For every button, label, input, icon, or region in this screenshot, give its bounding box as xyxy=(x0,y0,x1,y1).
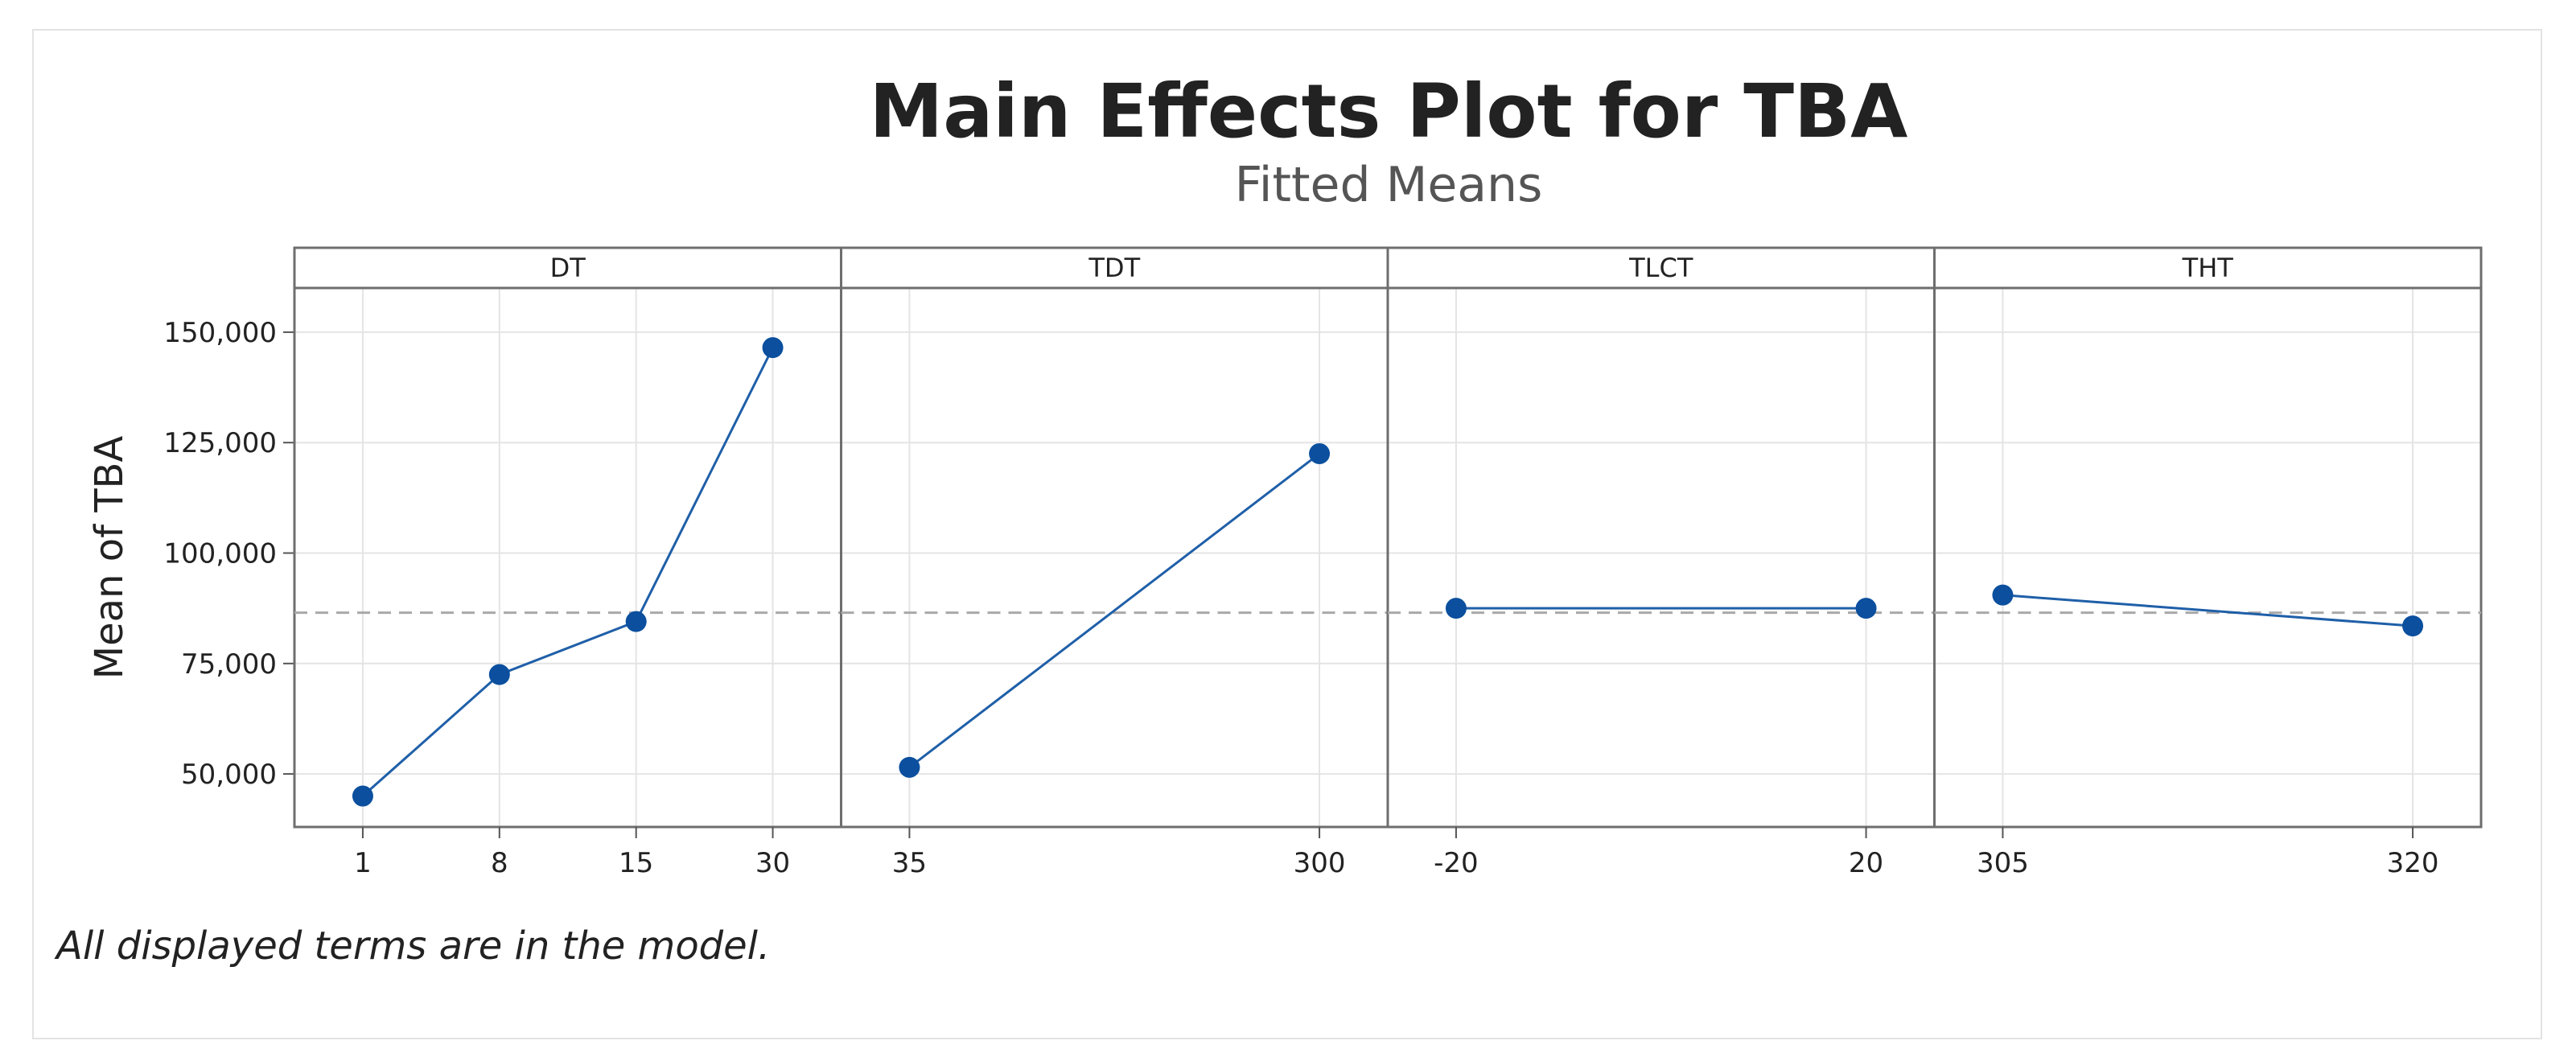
series-line-dt xyxy=(361,347,774,797)
panel-label-dt: DT xyxy=(550,253,586,283)
chart-frame xyxy=(32,29,2542,1039)
series-line-tdt xyxy=(908,452,1320,769)
data-point xyxy=(1992,584,2014,606)
panel-border xyxy=(840,286,1389,829)
chart-subtitle: Fitted Means xyxy=(1235,157,1543,213)
x-tick-label: 8 xyxy=(491,847,508,879)
panel-border xyxy=(1933,286,2483,829)
x-tick-label: 15 xyxy=(619,847,653,879)
x-tick-label: 320 xyxy=(2387,847,2439,879)
data-point xyxy=(2402,615,2424,637)
data-point xyxy=(1445,598,1467,619)
data-point xyxy=(352,785,373,807)
panel-label-tht: THT xyxy=(2182,253,2234,283)
x-tick-label: 305 xyxy=(1977,847,2029,879)
data-point xyxy=(899,756,920,778)
data-point xyxy=(625,611,647,632)
y-tick-label: 50,000 xyxy=(181,759,277,791)
panel-label-tlct: TLCT xyxy=(1628,253,1693,283)
y-tick-label: 75,000 xyxy=(181,648,277,681)
data-point xyxy=(488,664,510,685)
x-tick-label: -20 xyxy=(1434,847,1479,879)
panel-header xyxy=(1386,246,1936,290)
x-tick-label: 20 xyxy=(1849,847,1883,879)
y-tick-label: 150,000 xyxy=(163,317,277,349)
panel-label-tdt: TDT xyxy=(1088,253,1140,283)
plot-area: Mean of TBA 50,000 75,000 100,000 125,000 150… xyxy=(87,246,2483,879)
chart-title: Main Effects Plot for TBA xyxy=(870,68,1908,154)
series-line-tht xyxy=(2002,594,2413,627)
data-point xyxy=(1855,598,1877,619)
panel-header xyxy=(1933,246,2483,290)
data-point xyxy=(1309,442,1331,464)
x-tick-label: 30 xyxy=(755,847,790,879)
footnote: All displayed terms are in the model. xyxy=(56,924,771,969)
y-tick-label: 100,000 xyxy=(163,538,277,570)
x-tick-label: 35 xyxy=(892,847,927,879)
panel-border xyxy=(293,286,842,829)
data-point xyxy=(762,337,784,359)
panel-border xyxy=(1386,286,1936,829)
y-axis-label: Mean of TBA xyxy=(87,436,132,680)
x-tick-label: 300 xyxy=(1294,847,1346,879)
y-tick-label: 125,000 xyxy=(163,427,277,459)
x-tick-label: 1 xyxy=(354,847,372,879)
